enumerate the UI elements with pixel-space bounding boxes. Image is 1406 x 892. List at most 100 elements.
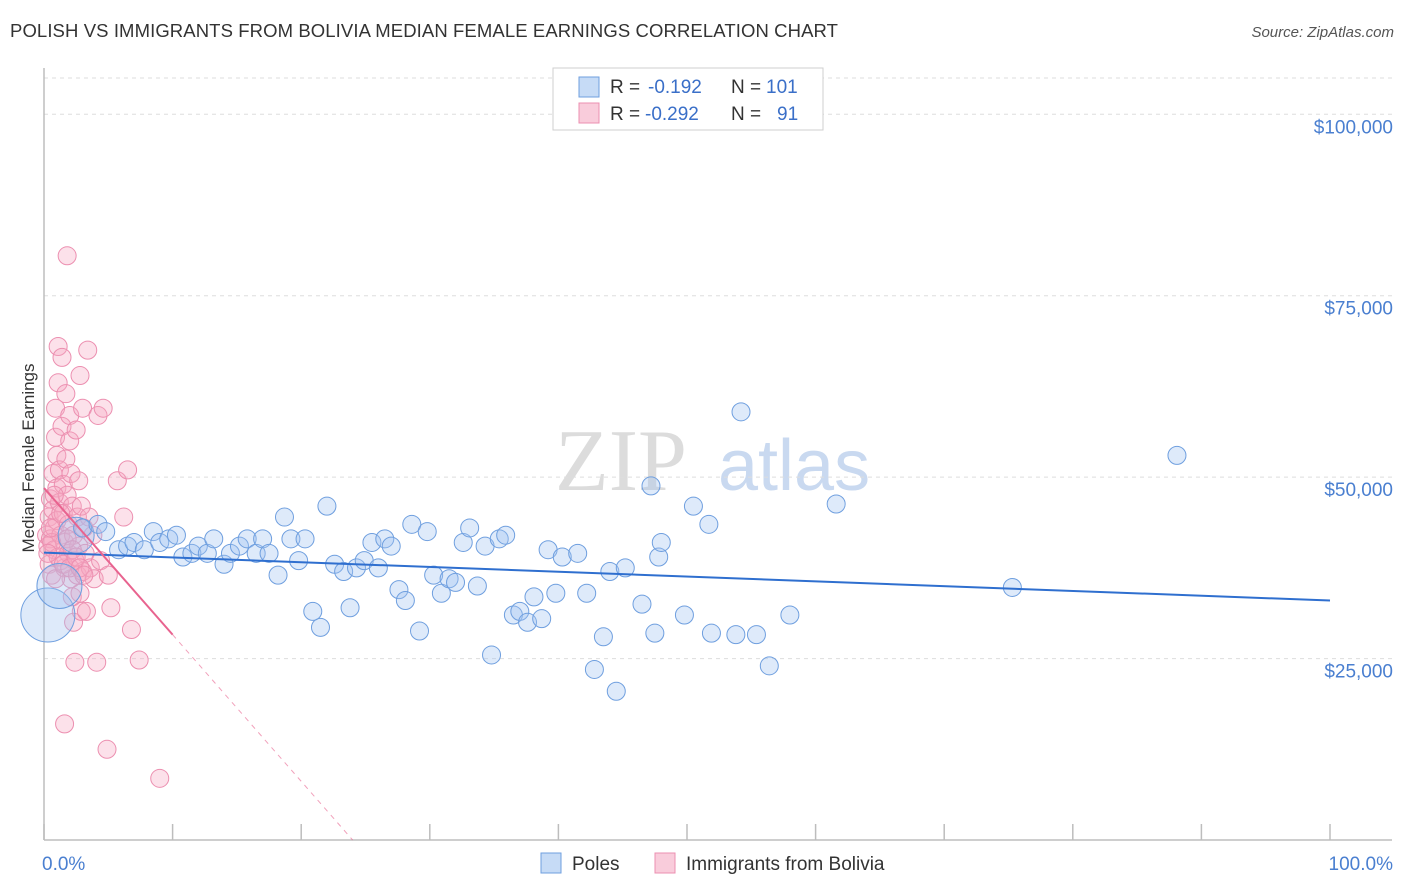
poles-point bbox=[253, 529, 273, 549]
poles-point bbox=[417, 522, 437, 542]
bolivia-point bbox=[48, 337, 68, 357]
poles-point bbox=[88, 514, 108, 534]
poles-point bbox=[606, 681, 626, 701]
poles-point bbox=[303, 601, 323, 621]
poles-point bbox=[746, 625, 766, 645]
bolivia-point bbox=[52, 347, 72, 367]
bolivia-trend-extension bbox=[172, 634, 354, 841]
bolivia-point bbox=[71, 496, 91, 516]
bolivia-point bbox=[57, 246, 77, 266]
bolivia-trend-line bbox=[43, 487, 174, 636]
poles-point bbox=[649, 547, 669, 567]
poles-point bbox=[237, 529, 257, 549]
poles-point bbox=[759, 656, 779, 676]
poles-point bbox=[641, 476, 661, 496]
poles-point bbox=[496, 525, 516, 545]
bolivia-point bbox=[129, 650, 149, 670]
poles-point bbox=[166, 525, 186, 545]
series-legend-bolivia: Immigrants from Bolivia bbox=[686, 854, 885, 875]
poles-point bbox=[410, 621, 430, 641]
poles-point bbox=[518, 612, 538, 632]
poles-point bbox=[389, 580, 409, 600]
source-label: Source: ZipAtlas.com bbox=[1251, 24, 1394, 41]
poles-point bbox=[593, 627, 613, 647]
poles-point bbox=[395, 591, 415, 611]
bolivia-point bbox=[114, 507, 134, 527]
bolivia-point bbox=[78, 340, 98, 360]
poles-point bbox=[467, 576, 487, 596]
bolivia-point bbox=[74, 565, 94, 585]
poles-point bbox=[381, 536, 401, 556]
poles-point bbox=[446, 572, 466, 592]
poles-point bbox=[259, 543, 279, 563]
poles-point bbox=[143, 522, 163, 542]
trend-lines bbox=[43, 487, 1331, 841]
poles-point bbox=[584, 659, 604, 679]
legend-n-value-1: 101 bbox=[766, 77, 798, 98]
bolivia-point bbox=[48, 373, 68, 393]
poles-point bbox=[683, 496, 703, 516]
poles-point bbox=[424, 565, 444, 585]
y-axis-label: Median Female Earnings bbox=[19, 364, 38, 553]
bolivia-point bbox=[84, 569, 104, 589]
poles-point bbox=[615, 558, 635, 578]
bolivia-point bbox=[51, 503, 71, 523]
poles-point bbox=[532, 609, 552, 629]
poles-point bbox=[510, 601, 530, 621]
poles-point bbox=[546, 583, 566, 603]
poles-point bbox=[577, 583, 597, 603]
poles-point bbox=[340, 598, 360, 618]
legend-r-label-2: R = bbox=[610, 104, 640, 125]
legend-r-label-1: R = bbox=[610, 77, 640, 98]
bolivia-point bbox=[44, 485, 64, 505]
watermark-atlas: atlas bbox=[718, 426, 870, 506]
poles-point bbox=[204, 529, 224, 549]
bolivia-point bbox=[118, 460, 138, 480]
poles-point bbox=[368, 558, 388, 578]
poles-point bbox=[460, 518, 480, 538]
poles-point bbox=[317, 496, 337, 516]
poles-trend-line bbox=[43, 551, 1331, 602]
bolivia-point bbox=[69, 536, 89, 556]
legend-r-value-2: -0.292 bbox=[645, 104, 699, 125]
bolivia-point bbox=[73, 398, 93, 418]
bolivia-point bbox=[93, 398, 113, 418]
poles-point bbox=[268, 565, 288, 585]
grid bbox=[44, 77, 1392, 660]
bolivia-point bbox=[60, 431, 80, 451]
poles-point bbox=[281, 529, 301, 549]
series-legend-poles: Poles bbox=[572, 854, 620, 875]
poles-point bbox=[482, 645, 502, 665]
poles-point bbox=[229, 536, 249, 556]
legend-swatch-bolivia bbox=[578, 102, 600, 124]
poles-point bbox=[568, 543, 588, 563]
bolivia-points bbox=[37, 246, 170, 788]
poles-point bbox=[701, 623, 721, 643]
poles-point bbox=[645, 623, 665, 643]
bolivia-point bbox=[56, 449, 76, 469]
bolivia-point bbox=[56, 384, 76, 404]
bolivia-point bbox=[42, 532, 62, 552]
poles-point bbox=[124, 532, 144, 552]
y-tick-label: $50,000 bbox=[1324, 480, 1393, 501]
poles-point bbox=[651, 532, 671, 552]
bolivia-point bbox=[87, 652, 107, 672]
poles-point bbox=[600, 561, 620, 581]
x-tick-label-min: 0.0% bbox=[42, 854, 85, 875]
poles-point bbox=[295, 529, 315, 549]
poles-point bbox=[699, 514, 719, 534]
bolivia-point bbox=[121, 620, 141, 640]
bolivia-point bbox=[97, 739, 117, 759]
poles-point bbox=[674, 605, 694, 625]
bolivia-point bbox=[80, 558, 100, 578]
legend-swatch-poles bbox=[578, 76, 600, 98]
axes: $25,000 $50,000 $75,000 $100,000 0.0% 100.0% bbox=[42, 68, 1393, 875]
poles-point bbox=[362, 532, 382, 552]
poles-point bbox=[524, 587, 544, 607]
bolivia-point bbox=[70, 366, 90, 386]
legend-n-label-2: N = bbox=[731, 104, 761, 125]
poles-point bbox=[274, 507, 294, 527]
poles-point bbox=[632, 594, 652, 614]
poles-point bbox=[1167, 445, 1187, 465]
